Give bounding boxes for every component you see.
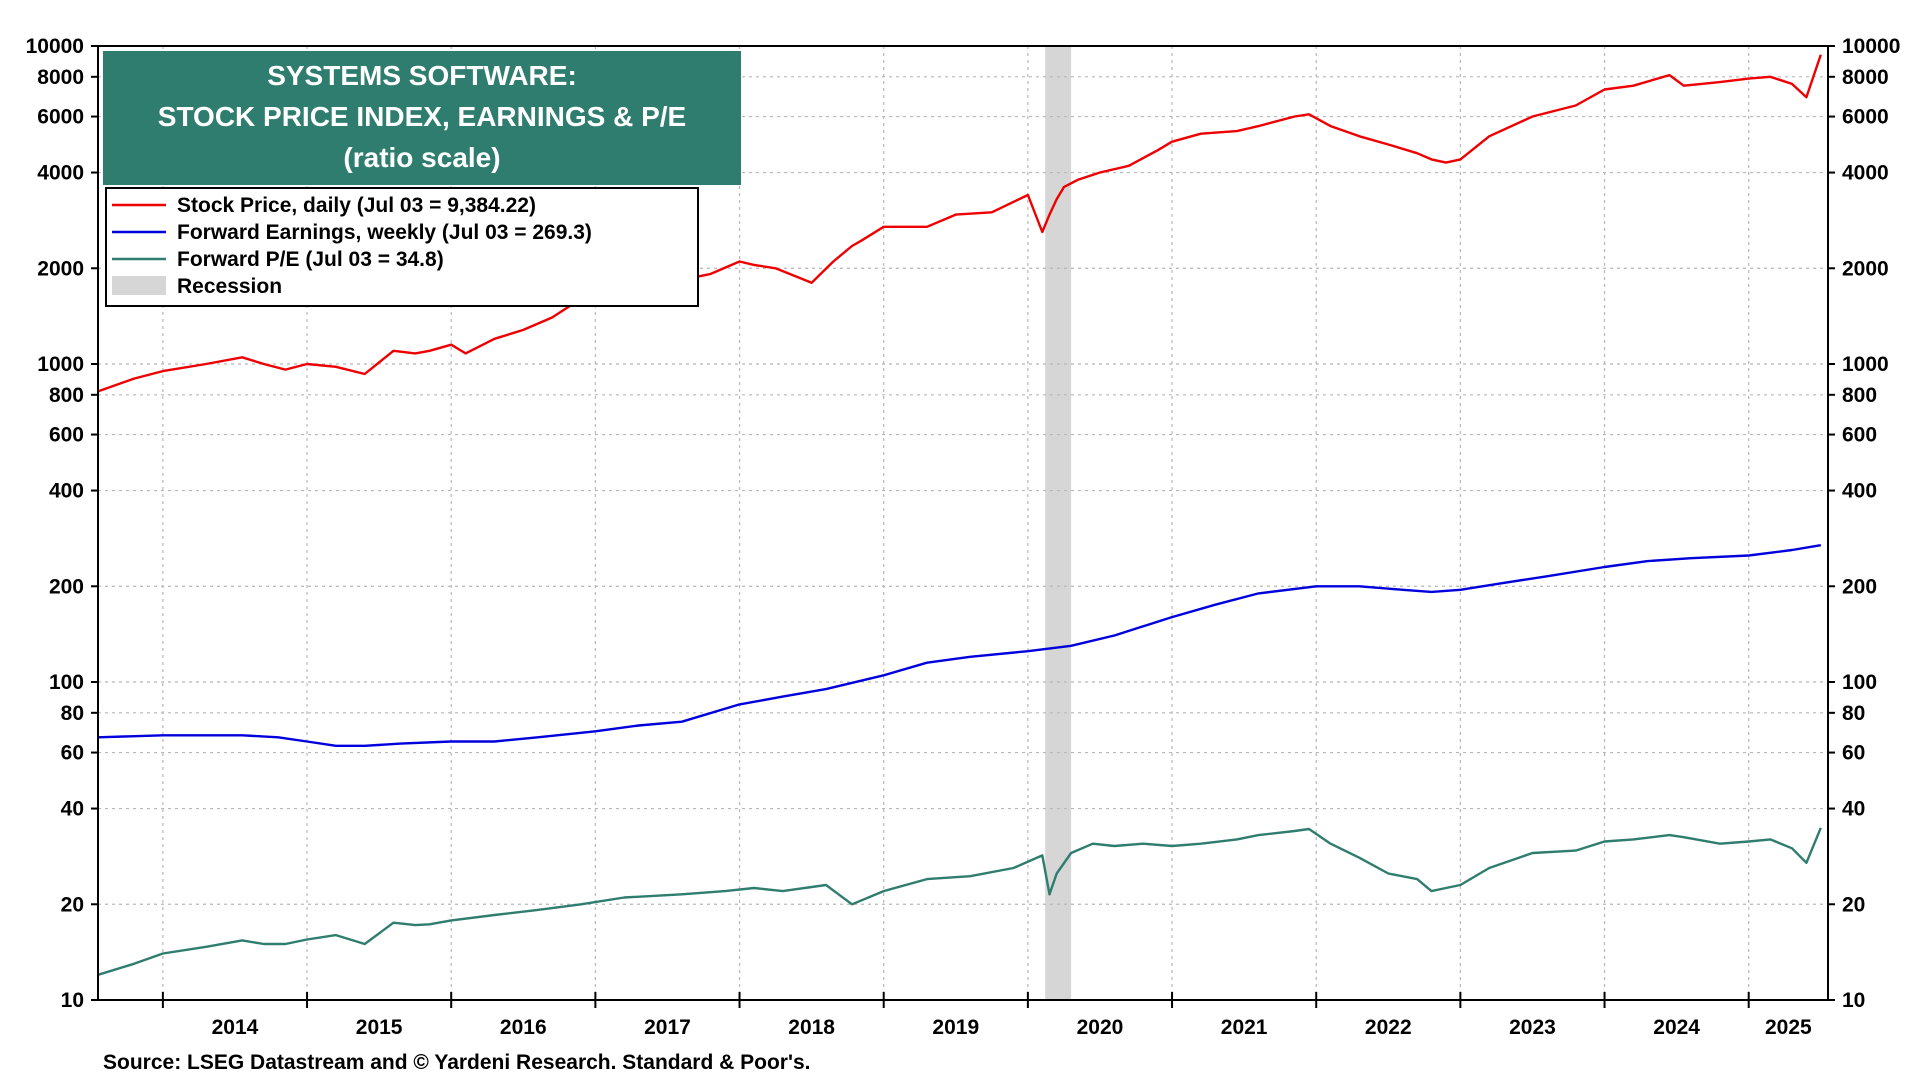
y-tick-label-right: 4000 [1842,162,1889,185]
y-tick-label-left: 10 [61,989,84,1012]
y-tick-label-left: 800 [49,384,84,407]
y-tick-label-right: 20 [1842,893,1865,916]
forward-earnings-line [97,544,1821,747]
y-tick-label-right: 60 [1842,742,1865,765]
x-year-label: 2023 [1509,1016,1556,1039]
y-tick-label-left: 60 [61,742,84,765]
y-tick-label-right: 400 [1842,480,1877,503]
title-line-1: SYSTEMS SOFTWARE: [267,60,577,91]
y-tick-label-right: 2000 [1842,257,1889,280]
plot-frame [97,45,1829,1001]
legend-swatch-recession [112,276,166,295]
legend-label-forward-pe: Forward P/E (Jul 03 = 34.8) [177,248,444,271]
y-tick-label-right: 100 [1842,671,1877,694]
y-tick-label-right: 6000 [1842,106,1889,129]
title-background [103,51,741,185]
x-year-label: 2015 [356,1016,403,1039]
y-tick-label-right: 10000 [1842,35,1900,58]
x-year-label: 2017 [644,1016,691,1039]
y-tick-label-right: 40 [1842,798,1865,821]
y-tick-label-right: 200 [1842,575,1877,598]
y-tick-label-left: 100 [49,671,84,694]
y-tick-label-right: 800 [1842,384,1877,407]
x-year-label: 2024 [1653,1016,1700,1039]
y-tick-label-right: 600 [1842,424,1877,447]
legend-label-stock-price: Stock Price, daily (Jul 03 = 9,384.22) [177,194,536,217]
legend: Stock Price, daily (Jul 03 = 9,384.22) F… [105,187,699,307]
y-tick-label-left: 400 [49,480,84,503]
stock-price-line [97,54,1822,393]
x-year-label: 2020 [1077,1016,1124,1039]
title-line-3: (ratio scale) [343,142,500,173]
x-year-label: 2014 [212,1016,259,1039]
series-layer [97,54,1822,976]
recession-layer [1045,46,1072,1000]
y-tick-label-left: 200 [49,575,84,598]
title-line-2: STOCK PRICE INDEX, EARNINGS & P/E [158,101,686,132]
legend-label-forward-earnings: Forward Earnings, weekly (Jul 03 = 269.3… [177,221,592,244]
y-tick-label-left: 80 [61,702,84,725]
y-tick-label-left: 20 [61,893,84,916]
y-tick-label-left: 4000 [37,162,84,185]
y-tick-label-left: 1000 [37,353,84,376]
legend-box [105,187,699,307]
x-year-label: 2016 [500,1016,547,1039]
y-tick-label-left: 10000 [26,35,84,58]
x-year-label: 2021 [1221,1016,1268,1039]
y-tick-label-left: 8000 [37,66,84,89]
y-tick-label-right: 10 [1842,989,1865,1012]
legend-label-recession: Recession [177,275,282,298]
y-tick-label-left: 40 [61,798,84,821]
y-tick-label-left: 6000 [37,106,84,129]
y-tick-label-left: 2000 [37,257,84,280]
y-tick-label-right: 1000 [1842,353,1889,376]
x-year-label: 2018 [788,1016,835,1039]
x-year-label: 2019 [932,1016,979,1039]
x-year-label: 2022 [1365,1016,1412,1039]
y-tick-label-left: 600 [49,424,84,447]
forward-pe-line [97,827,1822,976]
y-tick-label-right: 80 [1842,702,1865,725]
title-box: SYSTEMS SOFTWARE: STOCK PRICE INDEX, EAR… [103,51,741,185]
recession-band [1045,46,1072,1000]
y-tick-label-right: 8000 [1842,66,1889,89]
x-year-label: 2025 [1765,1016,1812,1039]
source-note: Source: LSEG Datastream and © Yardeni Re… [103,1051,810,1074]
